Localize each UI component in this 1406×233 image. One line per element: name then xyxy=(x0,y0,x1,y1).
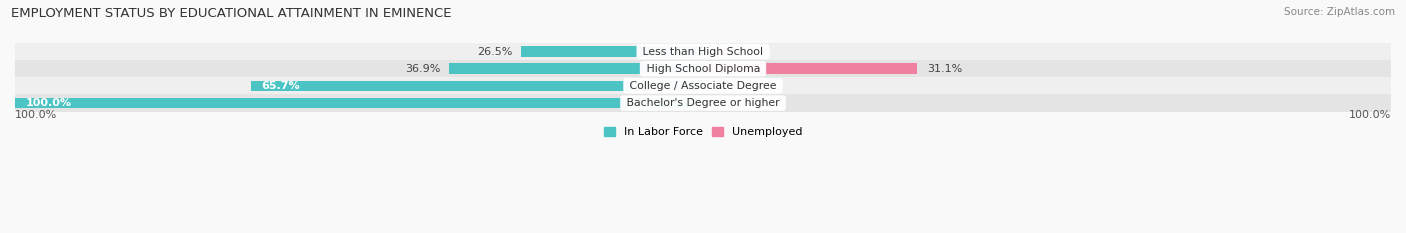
Legend: In Labor Force, Unemployed: In Labor Force, Unemployed xyxy=(599,123,807,142)
Bar xyxy=(703,46,727,57)
Text: 0.0%: 0.0% xyxy=(737,81,766,91)
Text: 31.1%: 31.1% xyxy=(928,64,963,74)
Text: 26.5%: 26.5% xyxy=(477,47,512,57)
Text: Source: ZipAtlas.com: Source: ZipAtlas.com xyxy=(1284,7,1395,17)
Text: 0.0%: 0.0% xyxy=(737,47,766,57)
Text: College / Associate Degree: College / Associate Degree xyxy=(626,81,780,91)
Text: Less than High School: Less than High School xyxy=(640,47,766,57)
Bar xyxy=(252,81,703,91)
Text: 65.7%: 65.7% xyxy=(262,81,299,91)
Bar xyxy=(703,81,727,91)
Bar xyxy=(15,98,703,108)
Bar xyxy=(15,77,1391,94)
Bar xyxy=(15,43,1391,60)
Text: Bachelor's Degree or higher: Bachelor's Degree or higher xyxy=(623,98,783,108)
Text: 100.0%: 100.0% xyxy=(1348,110,1391,120)
Text: 100.0%: 100.0% xyxy=(15,110,58,120)
Text: High School Diploma: High School Diploma xyxy=(643,64,763,74)
Text: 36.9%: 36.9% xyxy=(405,64,441,74)
Bar xyxy=(703,98,727,108)
Bar xyxy=(15,94,1391,112)
Bar xyxy=(703,63,917,74)
Bar xyxy=(449,63,703,74)
Text: EMPLOYMENT STATUS BY EDUCATIONAL ATTAINMENT IN EMINENCE: EMPLOYMENT STATUS BY EDUCATIONAL ATTAINM… xyxy=(11,7,451,20)
Text: 100.0%: 100.0% xyxy=(25,98,72,108)
Text: 0.0%: 0.0% xyxy=(737,98,766,108)
Bar xyxy=(520,46,703,57)
Bar xyxy=(15,60,1391,77)
